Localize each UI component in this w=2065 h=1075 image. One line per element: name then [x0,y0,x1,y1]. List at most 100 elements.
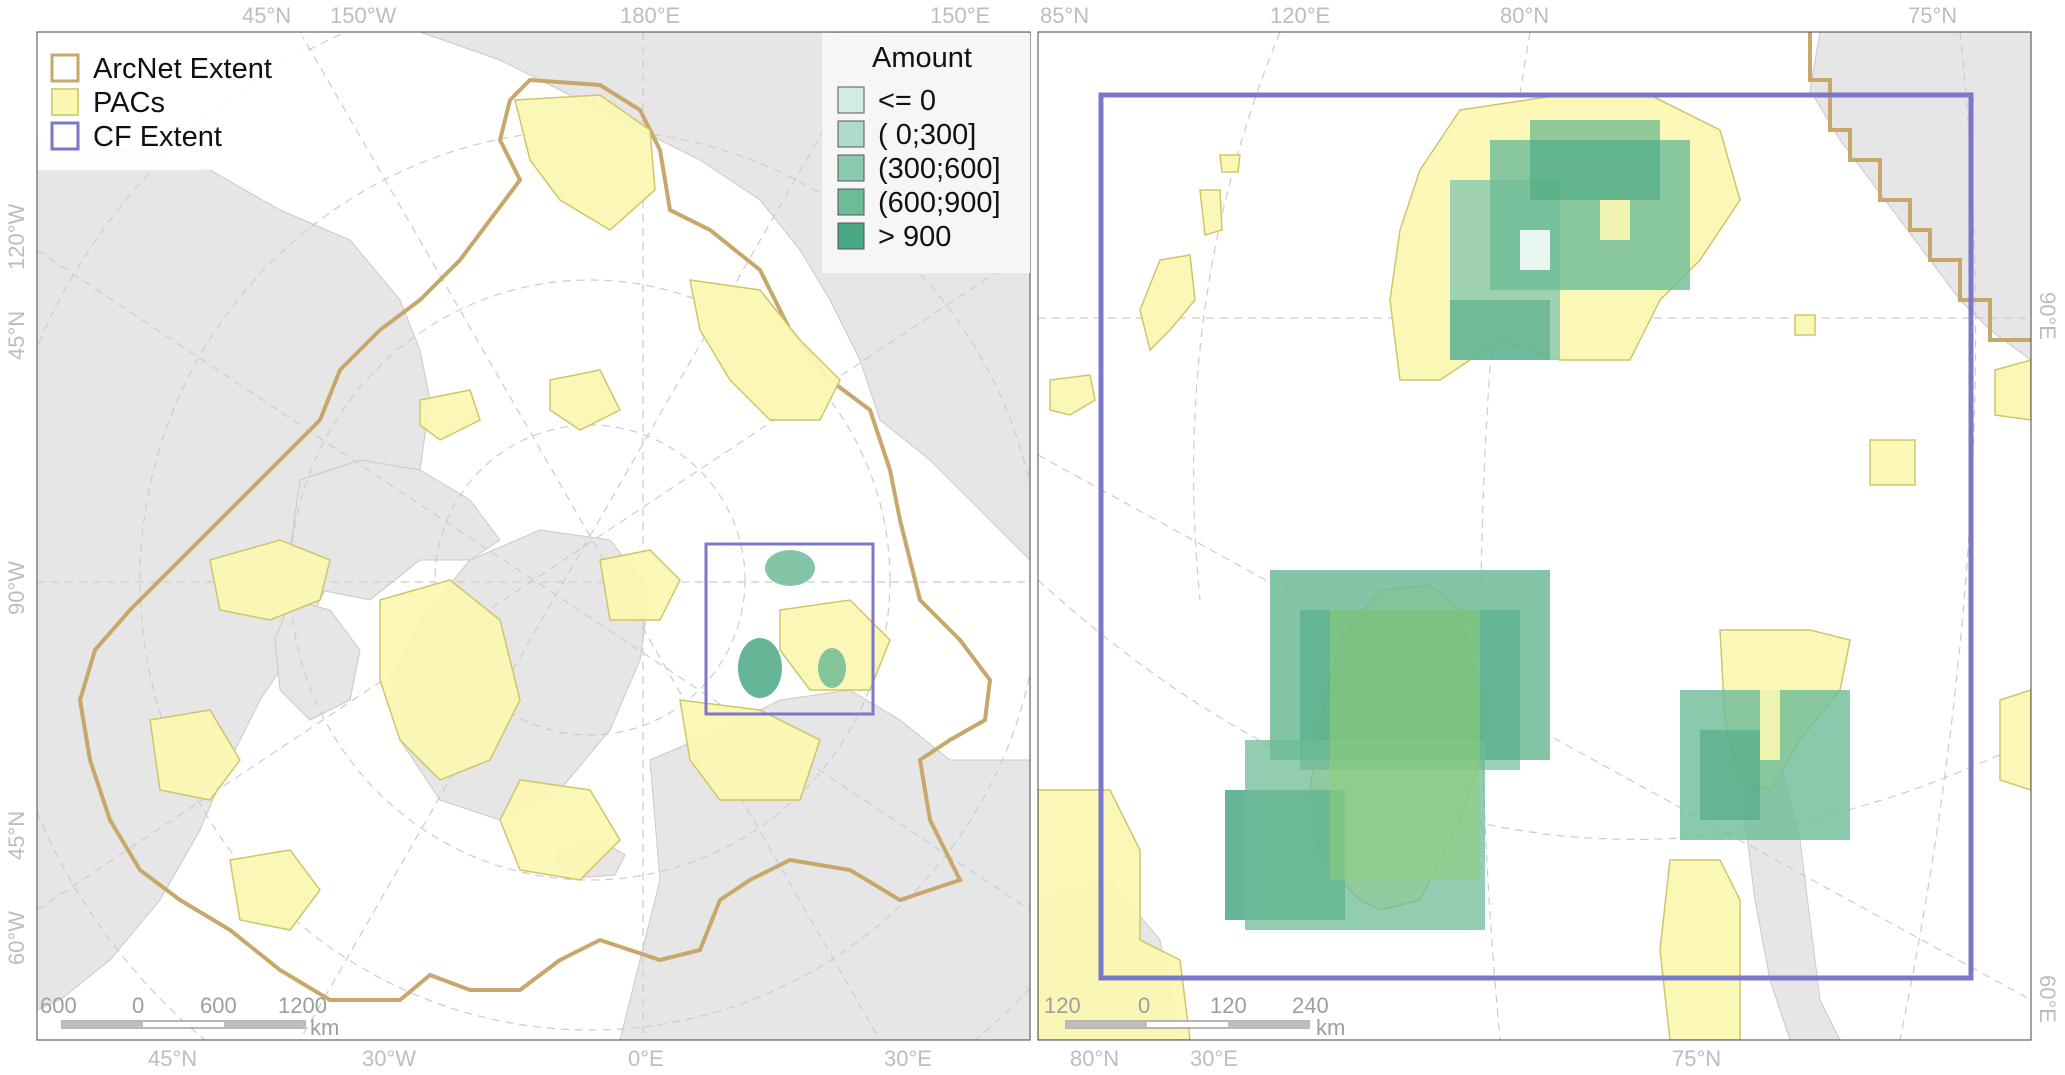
legend-swatch-cf [50,121,80,151]
scale-bar-segment [1066,1021,1147,1028]
left-top-label: 150°W [330,3,397,28]
left-map-amount-cells [738,550,846,698]
amount-cell [1520,230,1550,270]
legend-label: PACs [93,87,165,119]
scale-unit: km [1316,1015,1345,1040]
scale-unit: km [310,1015,339,1040]
amount-cluster [738,638,782,698]
legend-background [38,33,303,170]
scale-bar-segment [1228,1021,1309,1028]
scale-bar-segment [62,1021,143,1028]
pac-area [229,849,321,931]
pac-area [1219,154,1241,173]
left-top-label: 45°N [242,3,291,28]
amount-cluster [818,648,846,688]
scale-tick-label: 0 [1138,993,1150,1018]
pac-area [1794,314,1816,336]
legend-layers: ArcNet Extent PACs CF Extent [38,33,303,170]
legend-title: Amount [872,42,972,74]
left-bottom-label: 30°E [884,1046,932,1071]
right-top-label: 85°N [1040,3,1089,28]
left-scale-bar: 600 0 600 1200 km [40,993,339,1040]
left-top-label: 150°E [930,3,990,28]
left-map-pacs [149,94,891,931]
right-bottom-label: 80°N [1070,1046,1119,1071]
arcnet-extent-outline [77,77,993,1002]
right-map-labels: 85°N 120°E 80°N 75°N 80°N 30°E 75°N 90°E… [1040,3,2060,1071]
pac-area [1869,439,1916,486]
pac-area [149,709,241,801]
amount-label: > 900 [878,221,951,253]
legend-swatch-arcnet [50,53,80,83]
amount-cell [1330,610,1480,880]
amount-swatch [837,222,865,250]
pac-area [1049,374,1096,416]
pac-area [514,94,656,231]
pac-area [419,389,481,441]
left-side-label: 45°N [4,811,29,860]
right-bottom-label: 75°N [1672,1046,1721,1071]
amount-cell [1600,200,1630,240]
amount-cell [1760,690,1780,760]
pac-area [549,369,622,431]
left-side-label: 90°W [4,561,29,615]
right-top-label: 120°E [1270,3,1330,28]
legend-amount: Amount <= 0 ( 0;300] (300;600] (600;900]… [822,33,1030,273]
scale-bar-segment [224,1021,305,1028]
amount-label: ( 0;300] [878,119,976,151]
right-side-label: 90°E [2035,292,2060,340]
scale-tick-label: 120 [1210,993,1247,1018]
amount-label: <= 0 [878,85,936,117]
pac-area [1999,689,2031,791]
cf-extent-box [704,542,875,716]
right-map-frame [1037,31,2032,1041]
right-map-panel [1037,31,2032,1041]
scale-tick-label: 120 [1044,993,1081,1018]
scale-tick-label: 600 [200,993,237,1018]
amount-swatch [837,120,865,148]
right-side-label: 60°E [2035,975,2060,1023]
right-map-amount-cells [1225,120,1850,930]
pac-area [1659,859,1741,1040]
amount-label: (300;600] [878,153,1001,185]
pac-area [689,279,841,421]
pac-area [209,539,331,621]
scale-tick-label: 1200 [278,993,327,1018]
amount-swatch [837,188,865,216]
legend-swatch-pacs [51,88,79,116]
scale-tick-label: 0 [132,993,144,1018]
amount-swatch [837,154,865,182]
cf-extent-box [1098,92,1974,981]
amount-cell [1530,120,1660,200]
amount-swatch [837,86,865,114]
right-bottom-label: 30°E [1190,1046,1238,1071]
left-side-label: 60°W [4,911,29,965]
left-bottom-label: 0°E [628,1046,664,1071]
right-top-label: 80°N [1500,3,1549,28]
legend-label: ArcNet Extent [93,53,272,85]
pac-area [1199,189,1223,236]
pac-area [779,599,891,691]
legend-label: CF Extent [93,121,222,153]
pac-area [679,699,821,801]
pac-area [379,579,521,781]
pac-area [1139,254,1196,352]
left-bottom-label: 45°N [148,1046,197,1071]
baffin-land [274,599,361,721]
right-scale-bar: 120 0 120 240 km [1044,993,1345,1040]
amount-cell [1450,300,1550,360]
scale-tick-label: 600 [40,993,77,1018]
pac-area [599,549,681,621]
amount-cluster [765,550,815,586]
left-side-label: 45°N [4,311,29,360]
left-side-label: 120°W [4,203,29,270]
pac-area [1994,359,2031,421]
left-map-labels: 45°N 150°W 180°E 150°E 45°N 30°W 0°E 30°… [4,3,990,1071]
pac-area [499,779,621,881]
amount-label: (600;900] [878,187,1001,219]
left-map-frame [36,31,1031,1041]
scale-tick-label: 240 [1292,993,1329,1018]
amount-cell [1700,730,1760,820]
right-top-label: 75°N [1908,3,1957,28]
